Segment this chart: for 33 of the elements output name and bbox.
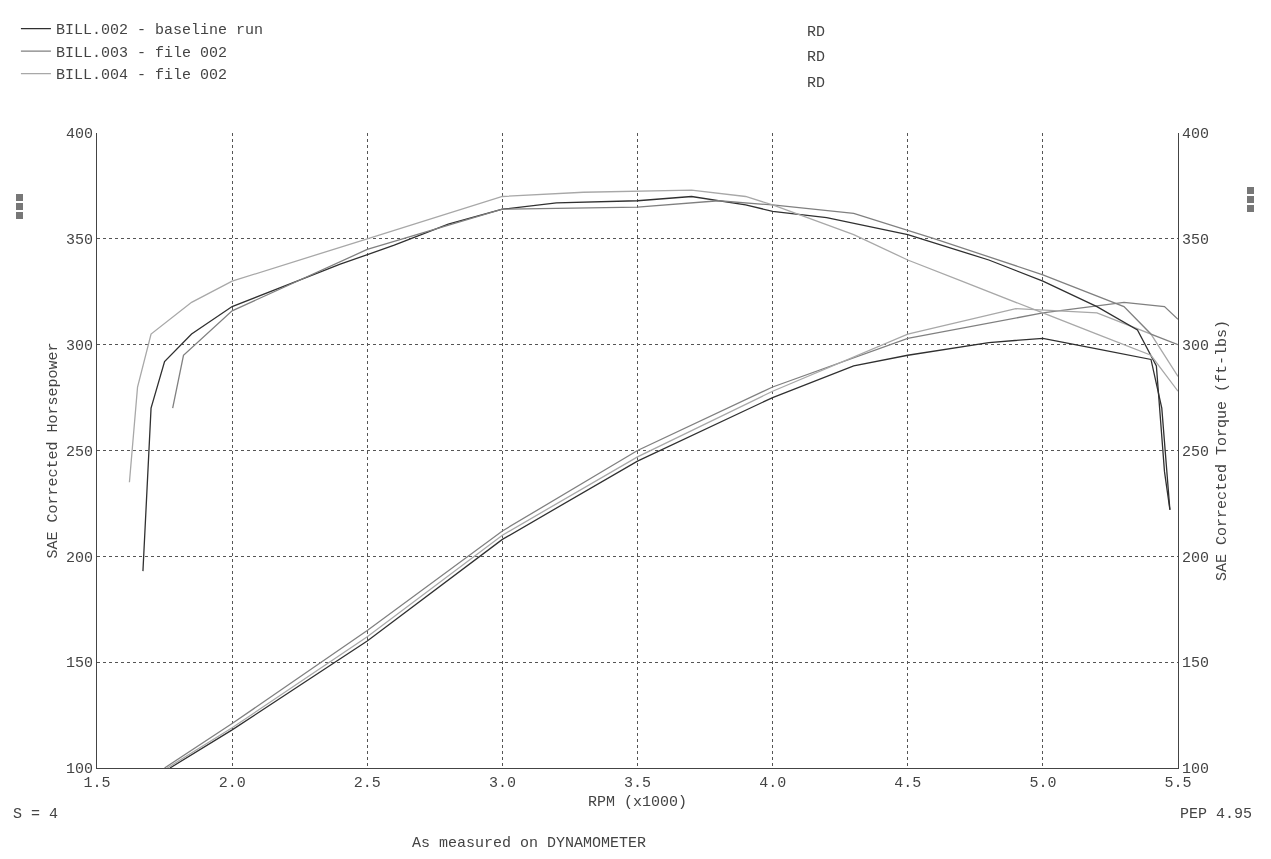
y-tick-label: 250 — [65, 443, 93, 461]
text: As measured on DYNAMOMETER — [412, 835, 647, 852]
x-tick-label: 2.0 — [218, 775, 246, 792]
x-tick-label: 5.0 — [1029, 775, 1057, 792]
y2-axis-title: SAE Corrected Torque (ft-lbs) — [1213, 319, 1231, 582]
text: RD — [807, 24, 826, 41]
legend-label: BILL.002 - baseline run — [55, 22, 263, 40]
x-tick-label: 5.5 — [1164, 775, 1192, 792]
y-tick-label: 350 — [65, 232, 93, 250]
y2-tick-label: 400 — [1182, 126, 1210, 144]
legend-label: BILL.004 - file 002 — [55, 67, 227, 85]
x-tick-label: 4.5 — [894, 775, 922, 792]
y-axis-title: SAE Corrected Horsepower — [45, 342, 62, 559]
y-tick-label: 400 — [65, 126, 93, 144]
x-tick-label: 1.5 — [83, 775, 111, 792]
text: PEP 4.95 — [1180, 806, 1253, 823]
x-tick-label: 4.0 — [759, 775, 787, 792]
legend-label: BILL.003 - file 002 — [55, 44, 227, 62]
x-tick-label: 2.5 — [353, 775, 381, 792]
text: RD — [807, 75, 826, 92]
x-tick-label: 3.0 — [488, 775, 516, 792]
y2-tick-label: 150 — [1182, 655, 1210, 673]
text: S = 4 — [13, 806, 59, 823]
y-tick-label: 300 — [65, 337, 93, 355]
x-axis-title: RPM (x1000) — [587, 794, 688, 811]
y2-tick-label: 350 — [1182, 232, 1210, 250]
y-tick-label: 150 — [65, 655, 93, 673]
x-tick-label: 3.5 — [623, 775, 652, 792]
y-tick-label: 200 — [65, 549, 93, 567]
y2-tick-label: 300 — [1182, 337, 1210, 355]
text: RD — [807, 49, 826, 66]
y2-tick-label: 250 — [1182, 443, 1210, 461]
y2-tick-label: 200 — [1182, 549, 1210, 567]
